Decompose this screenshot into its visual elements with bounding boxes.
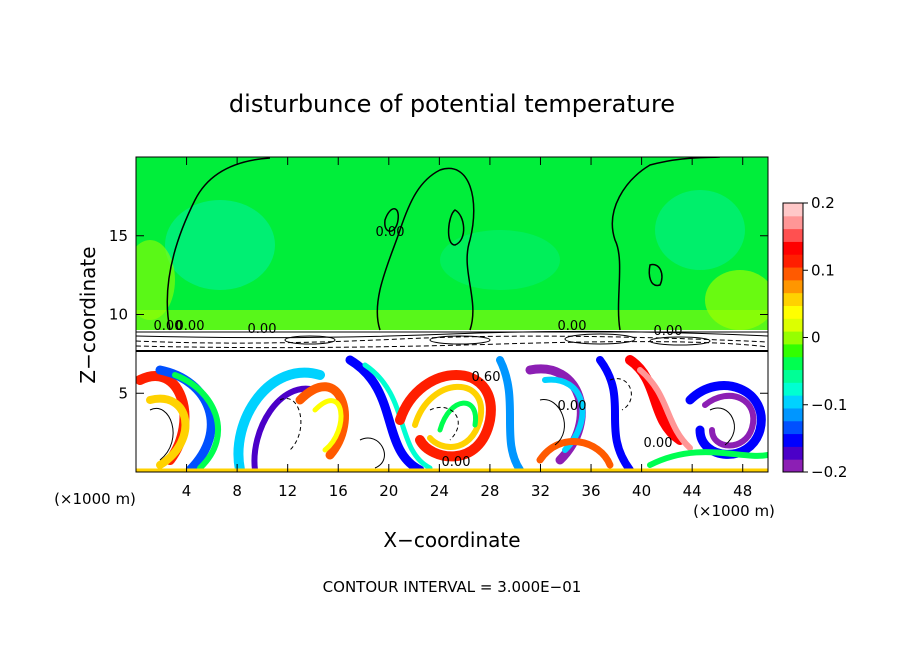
x-tick-label: 36: [581, 482, 600, 500]
contour-label: 0.00: [558, 399, 587, 414]
x-axis: 4 8 12 16 20 24 28 32 36 40 44 48: [182, 157, 752, 500]
contour-label: 0.00: [442, 455, 471, 470]
upper-yellowgreen-patch: [136, 240, 175, 320]
y-axis: 5 10 15: [109, 227, 768, 402]
colorbar-tick-label: −0.2: [811, 463, 847, 481]
upper-cyan-patch: [440, 230, 560, 290]
x-tick-label: 4: [182, 482, 192, 500]
upper-cyan-patch: [655, 190, 745, 270]
y-tick-label: 10: [109, 306, 128, 324]
colorbar-swatch: [783, 420, 803, 435]
colorbar-tick-label: 0.1: [811, 261, 835, 279]
colorbar-tick-label: 0.2: [811, 194, 835, 212]
lower-layer-eddies: [136, 355, 768, 472]
contour-label: 0.00: [176, 319, 205, 334]
colorbar-swatch: [783, 292, 803, 306]
x-axis-title: X−coordinate: [383, 528, 520, 552]
x-tick-label: 32: [531, 482, 550, 500]
colorbar-swatch: [783, 228, 803, 242]
x-tick-label: 44: [683, 482, 702, 500]
colorbar-swatch: [783, 203, 803, 217]
colorbar-swatch: [783, 318, 803, 332]
colorbar-swatch: [783, 407, 803, 422]
y-axis-title: Z−coordinate: [76, 246, 100, 383]
zero-contours: [166, 157, 721, 331]
colorbar-swatch: [783, 369, 803, 383]
x-tick-label: 40: [632, 482, 651, 500]
colorbar-swatch: [783, 331, 803, 345]
x-tick-label: 24: [430, 482, 449, 500]
contour-label: 0.00: [154, 319, 183, 334]
colorbar-swatch: [783, 382, 803, 396]
contour-label: 0.00: [376, 225, 405, 240]
contour-labels: 0.000.00 0.000.000.00 0.000.600.000.000.00: [154, 225, 683, 470]
colorbar-swatch: [783, 254, 803, 268]
upper-cyan-patch: [165, 200, 275, 290]
colorbar-tick-label: 0: [811, 329, 821, 347]
x-unit-label: (×1000 m): [693, 502, 775, 520]
colorbar-swatch: [783, 279, 803, 294]
colorbar-swatch: [783, 446, 803, 460]
x-tick-label: 48: [733, 482, 752, 500]
colorbar-swatch: [783, 433, 803, 447]
colorbar-swatch: [783, 343, 803, 358]
y-tick-label: 15: [109, 227, 128, 245]
x-tick-label: 16: [329, 482, 348, 500]
y-tick-label: 5: [118, 384, 128, 402]
contour-label: 0.60: [472, 370, 501, 385]
colorbar-swatch: [783, 267, 803, 281]
plot-area: [136, 157, 768, 472]
z-unit-label: (×1000 m): [54, 490, 136, 508]
contour-label: 0.00: [558, 319, 587, 334]
colorbar-swatch: [783, 395, 803, 409]
inversion-contours: [136, 330, 768, 352]
colorbar-swatch: [783, 305, 803, 319]
colorbar: 0.2 0.1 0 −0.1 −0.2: [782, 194, 847, 481]
x-tick-label: 28: [480, 482, 499, 500]
colorbar-swatch: [783, 241, 803, 255]
chart-title: disturbunce of potential temperature: [229, 90, 675, 118]
x-tick-label: 12: [278, 482, 297, 500]
contour-interval-note: CONTOUR INTERVAL = 3.000E−01: [323, 578, 582, 596]
colorbar-tick-label: −0.1: [811, 396, 847, 414]
x-tick-label: 8: [232, 482, 242, 500]
lower-layer-contours: [149, 378, 735, 469]
upper-transition-band: [136, 310, 768, 332]
x-tick-label: 20: [379, 482, 398, 500]
colorbar-swatch: [783, 459, 803, 473]
colorbar-swatch: [783, 356, 803, 371]
contour-label: 0.00: [248, 322, 277, 337]
colorbar-swatch: [783, 215, 803, 230]
contour-label: 0.00: [644, 436, 673, 451]
contour-label: 0.00: [654, 324, 683, 339]
